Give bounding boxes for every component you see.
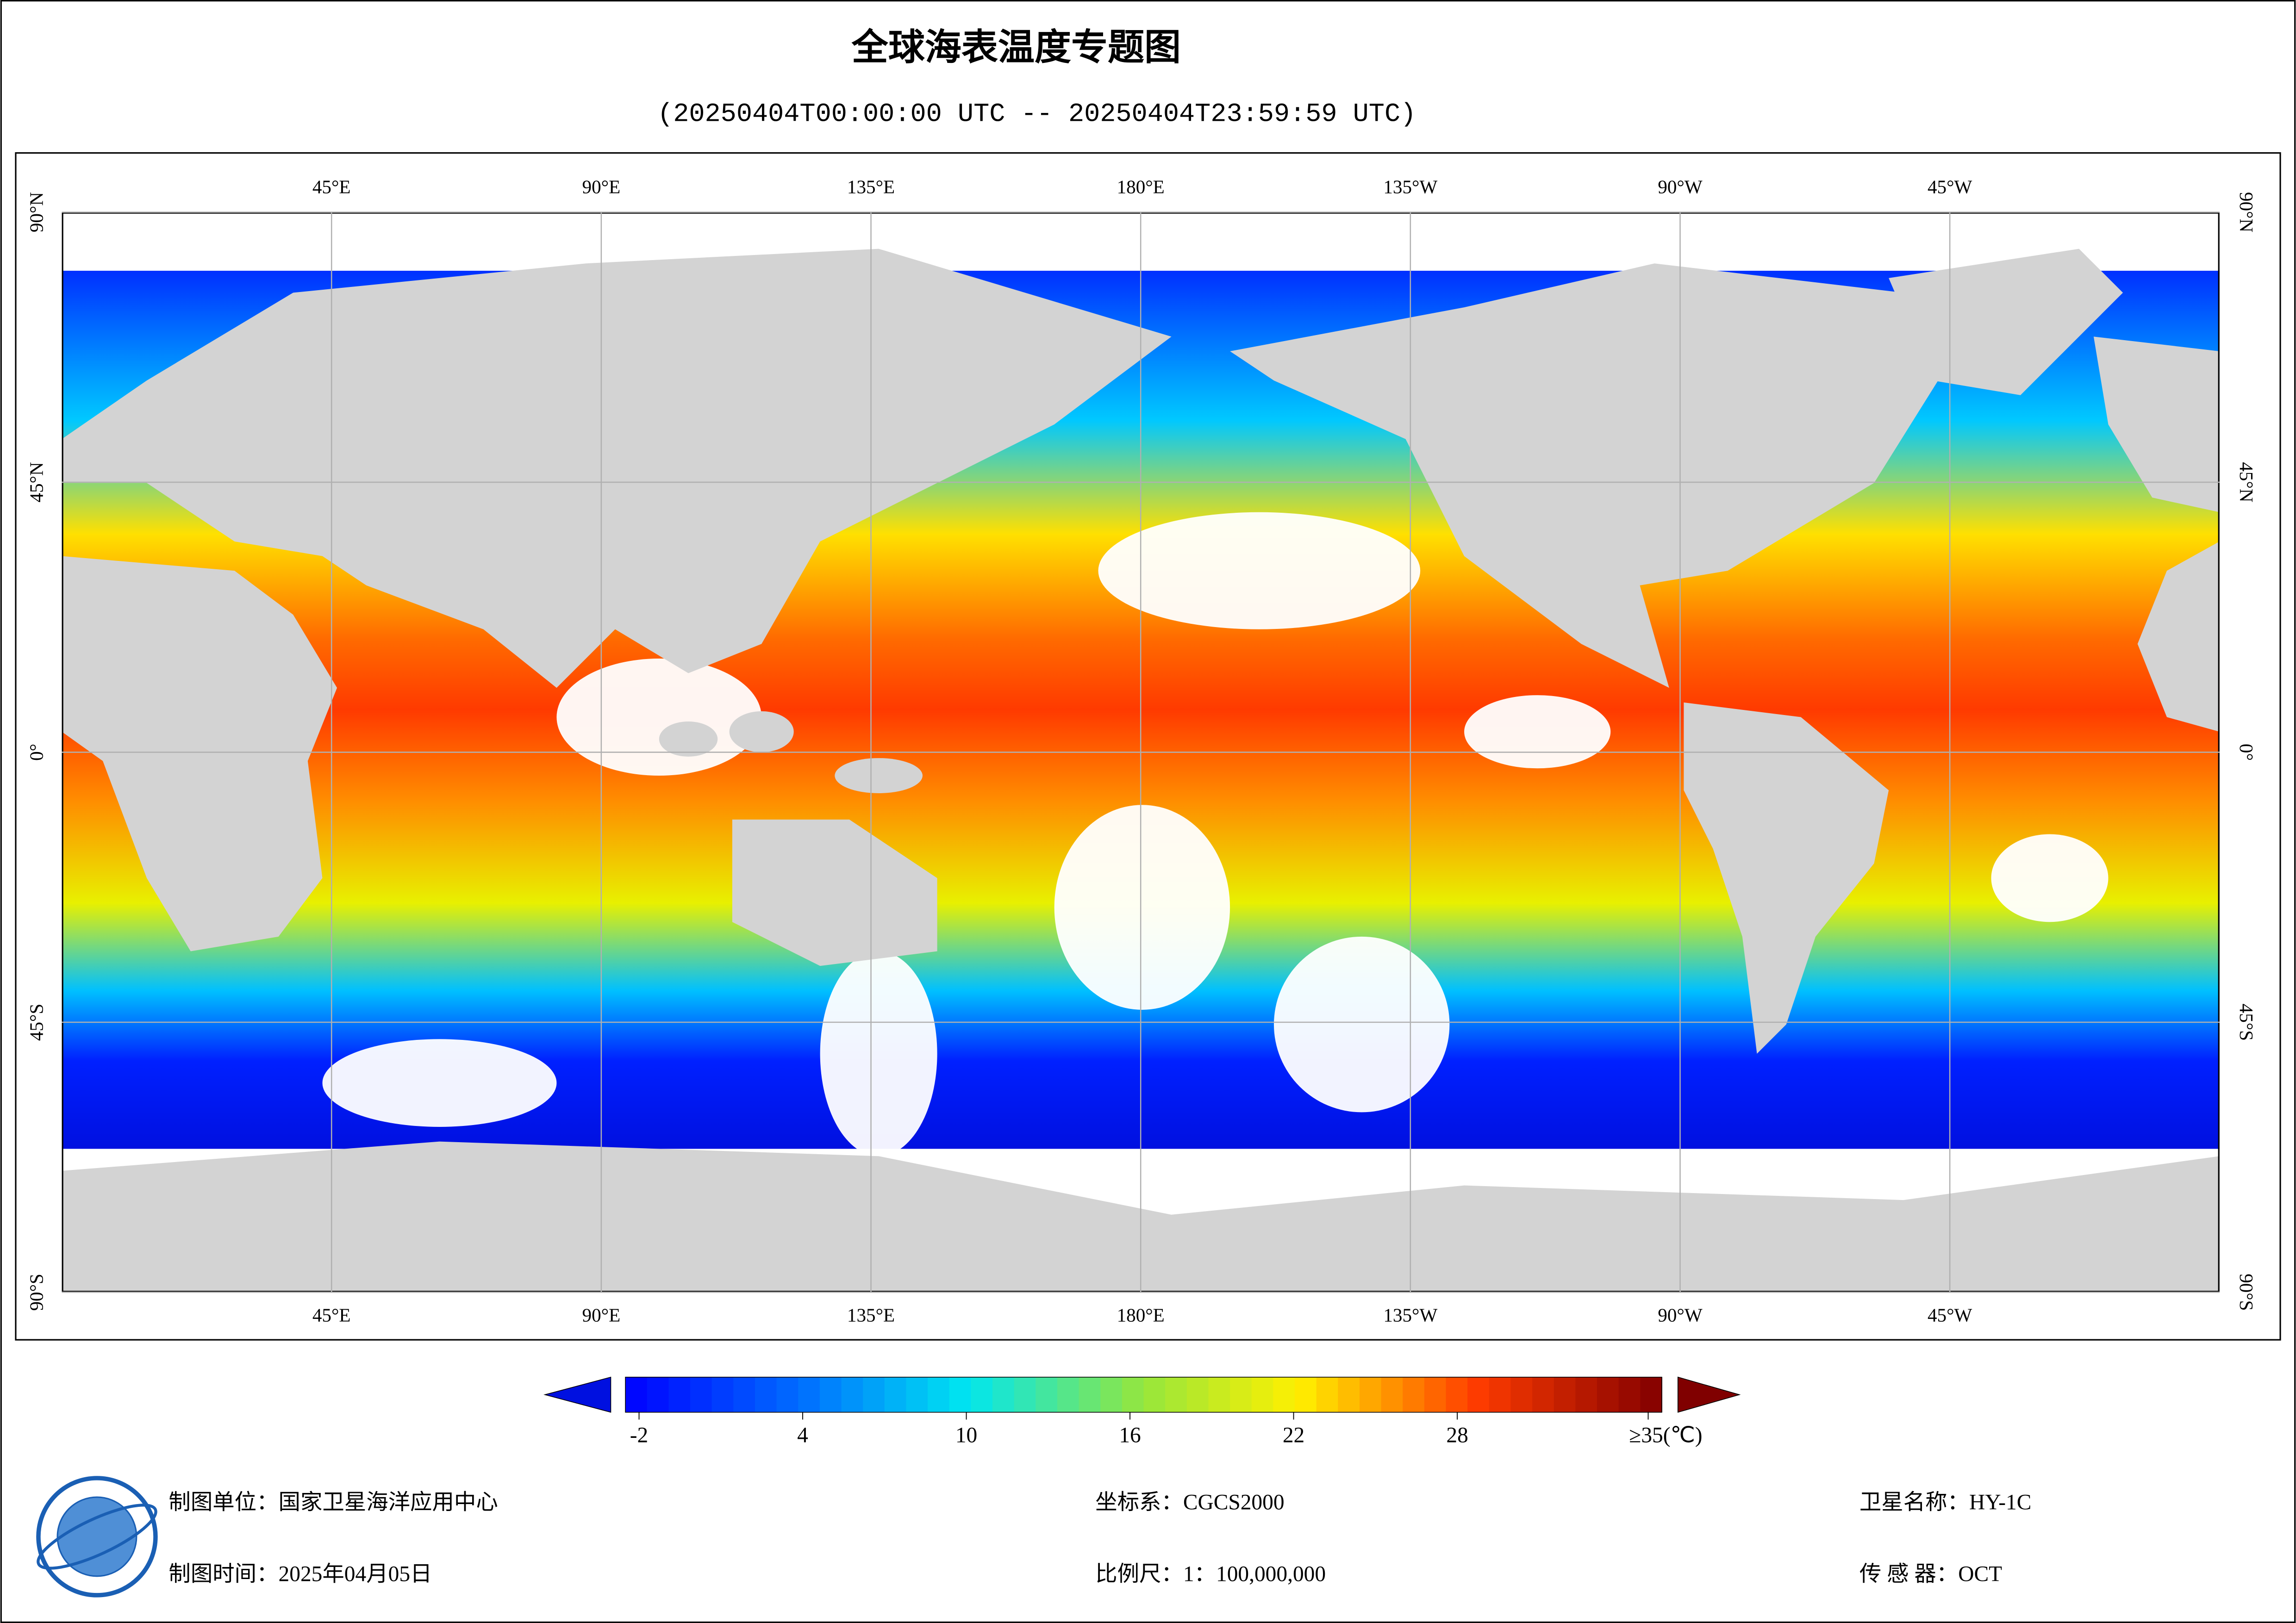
lon-label: 45°E xyxy=(312,1305,351,1326)
colorbar-segment xyxy=(1036,1377,1058,1412)
lon-label: 135°W xyxy=(1383,176,1437,197)
lat-label: 90°N xyxy=(25,192,47,232)
colorbar-segment xyxy=(1186,1377,1209,1412)
footer-scale: 比例尺：1：100,000,000 xyxy=(1095,1562,1326,1586)
colorbar-segment xyxy=(1618,1377,1641,1412)
colorbar-segment xyxy=(1467,1377,1490,1412)
colorbar-segment xyxy=(1014,1377,1036,1412)
colorbar-segment xyxy=(1057,1377,1079,1412)
footer-crs: 坐标系：CGCS2000 xyxy=(1095,1491,1284,1515)
colorbar-segment xyxy=(1100,1377,1123,1412)
colorbar-segment xyxy=(906,1377,929,1412)
colorbar-segment xyxy=(971,1377,993,1412)
colorbar-segment xyxy=(1122,1377,1144,1412)
footer-satellite: 卫星名称：HY-1C xyxy=(1859,1491,2031,1515)
colorbar-segment xyxy=(668,1377,691,1412)
colorbar-segment xyxy=(1316,1377,1339,1412)
lat-label: 90°S xyxy=(2236,1274,2257,1311)
lon-label: 90°W xyxy=(1658,176,1703,197)
colorbar-segment xyxy=(798,1377,820,1412)
colorbar-segment xyxy=(928,1377,950,1412)
cloud-patches xyxy=(322,512,2109,1157)
colorbar-segment xyxy=(1424,1377,1447,1412)
colorbar-segment xyxy=(992,1377,1015,1412)
lat-label: 45°N xyxy=(25,462,47,502)
lon-label: 180°E xyxy=(1117,176,1165,197)
colorbar-segment xyxy=(1403,1377,1425,1412)
colorbar-segment xyxy=(647,1377,669,1412)
colorbar-segment xyxy=(1597,1377,1619,1412)
colorbar-label: 16 xyxy=(1119,1423,1141,1447)
colorbar-segment xyxy=(841,1377,864,1412)
colorbar-label: 10 xyxy=(955,1423,977,1447)
colorbar-segment xyxy=(1230,1377,1252,1412)
map-frame xyxy=(15,152,2281,1341)
colorbar-segment xyxy=(1381,1377,1404,1412)
lon-label: 90°W xyxy=(1658,1305,1703,1326)
lat-label: 90°N xyxy=(2236,192,2257,232)
lon-label: 135°E xyxy=(847,1305,895,1326)
colorbar-segment xyxy=(949,1377,972,1412)
colorbar-segment xyxy=(1359,1377,1382,1412)
colorbar-segment xyxy=(1143,1377,1166,1412)
colorbar-segment xyxy=(1208,1377,1231,1412)
lat-label: 45°S xyxy=(2236,1004,2257,1041)
lon-label: 135°E xyxy=(847,176,895,197)
colorbar-label: ≥35(℃) xyxy=(1629,1423,1702,1447)
lon-label: 90°E xyxy=(582,176,621,197)
colorbar-segment xyxy=(1446,1377,1468,1412)
lat-label: 0° xyxy=(2236,744,2257,761)
colorbar-segment xyxy=(1295,1377,1317,1412)
lon-label: 45°E xyxy=(312,176,351,197)
colorbar-segment xyxy=(1554,1377,1576,1412)
subtitle: (20250404T00:00:00 UTC -- 20250404T23:59… xyxy=(657,100,1416,130)
colorbar: -2 4 10 16 22 28 ≥35(℃) xyxy=(543,1376,1741,1447)
colorbar-segment xyxy=(755,1377,777,1412)
colorbar-label: 4 xyxy=(797,1423,808,1447)
colorbar-segment xyxy=(625,1377,648,1412)
colorbar-label: 22 xyxy=(1283,1423,1304,1447)
colorbar-segment xyxy=(1273,1377,1295,1412)
colorbar-segment xyxy=(1510,1377,1533,1412)
lon-label: 90°E xyxy=(582,1305,621,1326)
lat-label: 0° xyxy=(25,744,47,761)
footer-date: 制图时间：2025年04月05日 xyxy=(168,1562,432,1586)
title: 全球海表温度专题图 xyxy=(851,26,1181,68)
lon-label: 135°W xyxy=(1383,1305,1437,1326)
colorbar-segment xyxy=(1251,1377,1274,1412)
colorbar-segment xyxy=(1532,1377,1554,1412)
colorbar-min-arrow xyxy=(543,1376,611,1413)
lon-label: 45°W xyxy=(1928,176,1972,197)
lat-label: 90°S xyxy=(25,1274,47,1311)
colorbar-max-arrow xyxy=(1677,1376,1741,1413)
footer-sensor: 传 感 器：OCT xyxy=(1859,1562,2002,1586)
colorbar-segment xyxy=(819,1377,842,1412)
colorbar-label: 28 xyxy=(1446,1423,1468,1447)
logo xyxy=(36,1476,158,1598)
colorbar-label: -2 xyxy=(630,1423,649,1447)
colorbar-segment xyxy=(733,1377,755,1412)
colorbar-segment xyxy=(711,1377,734,1412)
colorbar-border xyxy=(625,1376,1662,1413)
colorbar-segment xyxy=(1575,1377,1597,1412)
colorbar-segment xyxy=(1489,1377,1511,1412)
colorbar-segment xyxy=(1079,1377,1101,1412)
footer-org: 制图单位：国家卫星海洋应用中心 xyxy=(168,1491,498,1515)
lon-label: 180°E xyxy=(1117,1305,1165,1326)
lat-label: 45°S xyxy=(25,1004,47,1041)
lat-label: 45°N xyxy=(2236,462,2257,502)
colorbar-segment xyxy=(884,1377,907,1412)
colorbar-segment xyxy=(1338,1377,1360,1412)
colorbar-segment xyxy=(1640,1377,1662,1412)
colorbar-segment xyxy=(776,1377,799,1412)
colorbar-segment xyxy=(690,1377,712,1412)
lon-label: 45°W xyxy=(1928,1305,1972,1326)
colorbar-segment xyxy=(1165,1377,1187,1412)
colorbar-segment xyxy=(863,1377,885,1412)
